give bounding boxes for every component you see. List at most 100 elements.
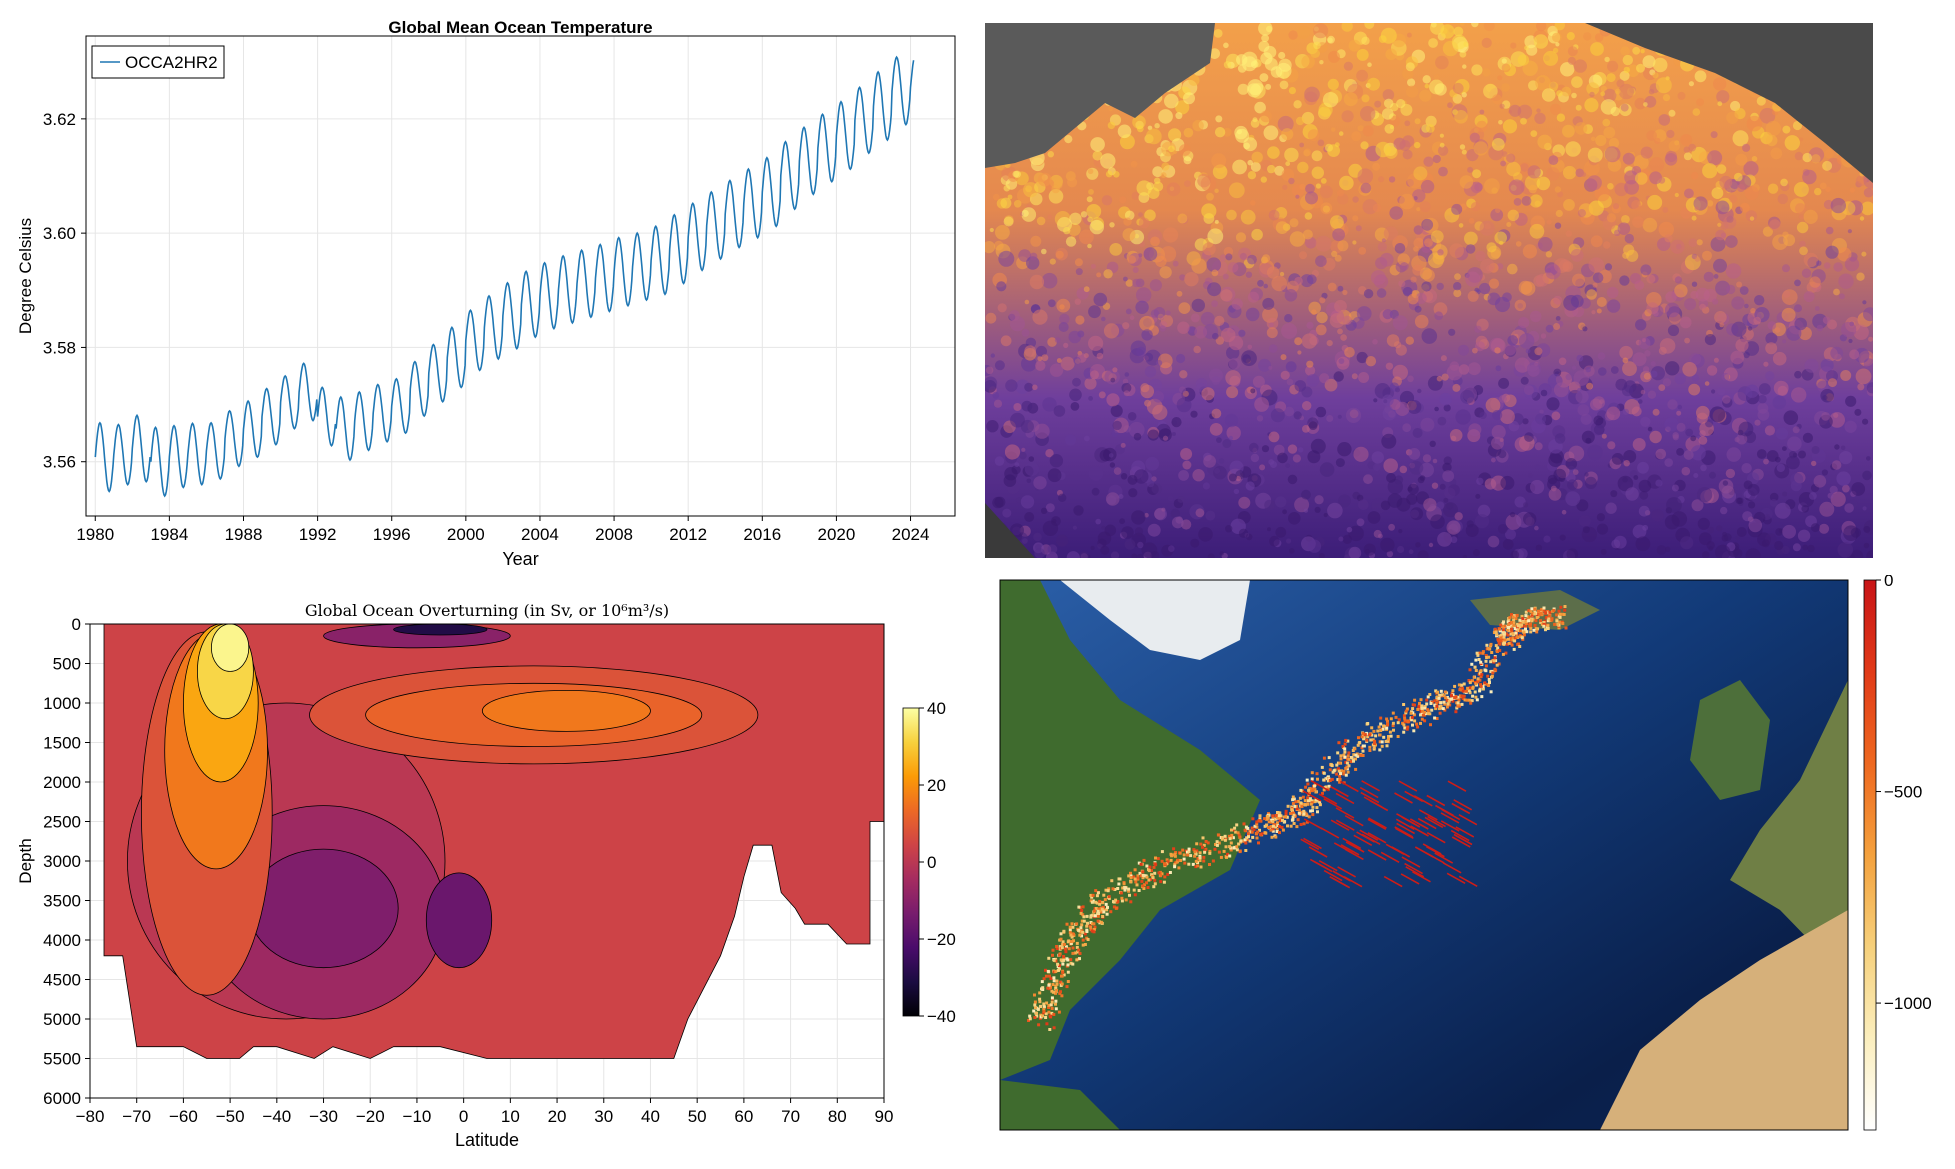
trajectory-particle	[1142, 887, 1146, 890]
trajectory-particle	[1297, 811, 1301, 815]
eddy-blob	[1566, 548, 1579, 560]
eddy-blob	[1524, 432, 1534, 442]
eddy-blob	[1535, 464, 1540, 470]
eddy-blob	[1555, 209, 1563, 218]
eddy-blob	[1013, 403, 1022, 411]
eddy-blob	[1334, 299, 1347, 313]
trajectory-particle	[1038, 997, 1042, 1001]
eddy-blob	[1314, 506, 1321, 513]
eddy-blob	[1278, 58, 1292, 72]
eddy-blob	[1373, 398, 1378, 403]
eddy-blob	[1840, 370, 1852, 381]
trajectory-particle	[1516, 629, 1520, 632]
trajectory-particle	[1172, 847, 1176, 851]
eddy-blob	[1188, 74, 1200, 86]
eddy-blob	[1282, 509, 1287, 515]
eddy-blob	[1823, 262, 1831, 269]
trajectory-particle	[1492, 631, 1496, 634]
eddy-blob	[1214, 188, 1219, 193]
eddy-blob	[1397, 545, 1405, 554]
eddy-blob	[1274, 165, 1285, 176]
trajectory-particle	[1379, 729, 1383, 732]
trajectory-particle	[1416, 708, 1420, 711]
eddy-blob	[1505, 528, 1516, 540]
eddy-blob	[1792, 426, 1800, 434]
colorbar-tick-label: −1000	[1884, 994, 1932, 1013]
eddy-blob	[1109, 243, 1123, 256]
eddy-blob	[1021, 447, 1026, 452]
trajectory-particle	[1080, 919, 1084, 923]
trajectory-particle	[1418, 701, 1421, 705]
trajectory-particle	[1314, 798, 1318, 801]
eddy-blob	[1352, 240, 1357, 245]
eddy-blob	[1508, 420, 1520, 432]
eddy-blob	[1470, 202, 1481, 212]
eddy-blob	[1769, 499, 1778, 507]
eddy-blob	[1540, 389, 1548, 397]
eddy-blob	[1738, 421, 1754, 437]
trajectory-particle	[1281, 828, 1285, 832]
eddy-blob	[1407, 400, 1422, 414]
eddy-blob	[1764, 425, 1775, 436]
eddy-blob	[1600, 548, 1607, 555]
eddy-blob	[1449, 243, 1464, 258]
eddy-blob	[1570, 294, 1584, 308]
trajectory-particle	[1470, 662, 1474, 666]
trajectory-particle	[1382, 735, 1386, 739]
trajectory-particle	[1041, 1014, 1044, 1018]
eddy-blob	[1734, 172, 1743, 182]
eddy-blob	[1510, 42, 1517, 49]
trajectory-particle	[1521, 637, 1525, 641]
eddy-blob	[1132, 115, 1146, 129]
trajectory-particle	[1470, 699, 1474, 703]
eddy-blob	[1286, 538, 1292, 544]
eddy-blob	[1830, 491, 1846, 507]
eddy-blob	[1348, 39, 1361, 52]
trajectory-particle	[1054, 1007, 1058, 1011]
eddy-blob	[1004, 444, 1021, 460]
trajectory-particle	[1451, 689, 1455, 693]
x-tick-label: 2024	[892, 525, 930, 544]
trajectory-particle	[1137, 889, 1141, 892]
trajectory-particle	[1344, 760, 1348, 764]
trajectory-particle	[1409, 711, 1413, 715]
trajectory-streak	[1458, 875, 1478, 887]
trajectory-streak	[1303, 818, 1323, 830]
x-tick-label: −40	[262, 1107, 291, 1126]
eddy-blob	[1748, 501, 1756, 509]
trajectory-particle	[1373, 739, 1377, 743]
eddy-blob	[1319, 60, 1324, 65]
eddy-blob	[1433, 74, 1440, 80]
eddy-blob	[1592, 272, 1604, 283]
eddy-blob	[1491, 138, 1505, 151]
trajectory-particle	[1274, 814, 1278, 817]
eddy-blob	[1655, 448, 1667, 460]
eddy-blob	[1327, 37, 1333, 43]
eddy-blob	[1672, 434, 1679, 441]
trajectory-particle	[1119, 891, 1123, 895]
eddy-blob	[1586, 82, 1600, 96]
eddy-blob	[1436, 375, 1443, 382]
trajectory-particle	[1530, 607, 1534, 611]
eddy-blob	[1507, 263, 1518, 275]
trajectory-particle	[1493, 627, 1497, 631]
trajectory-particle	[1302, 822, 1306, 826]
trajectory-particle	[1351, 749, 1355, 752]
eddy-blob	[1782, 491, 1788, 497]
eddy-blob	[1122, 378, 1129, 384]
eddy-blob	[1092, 150, 1103, 161]
trajectory-particle	[1471, 679, 1474, 683]
eddy-blob	[1861, 251, 1867, 257]
eddy-blob	[1684, 337, 1690, 344]
trajectory-particle	[1513, 639, 1517, 643]
eddy-blob	[1711, 389, 1716, 394]
eddy-blob	[1107, 121, 1116, 130]
eddy-blob	[1742, 143, 1751, 152]
trajectory-particle	[1123, 888, 1127, 892]
trajectory-particle	[1146, 886, 1150, 889]
eddy-blob	[1632, 352, 1647, 367]
trajectory-particle	[1460, 694, 1464, 698]
trajectory-particle	[1347, 764, 1351, 768]
trajectory-particle	[1160, 872, 1164, 876]
trajectory-particle	[1090, 895, 1094, 899]
